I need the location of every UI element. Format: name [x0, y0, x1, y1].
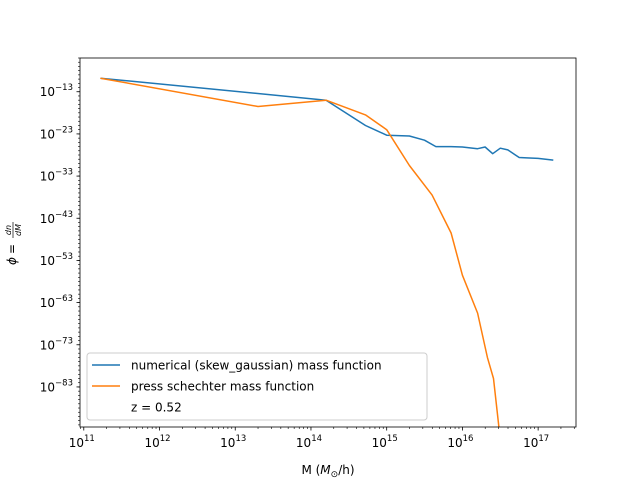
x-tick-label: 1012	[144, 434, 170, 450]
y-axis-ticks: 10−13 10−23 10−33 10−43 10−53 10−63 10−73 10−83	[40, 57, 80, 426]
x-label-sym: M	[320, 463, 331, 477]
legend-label-numerical: numerical (skew_gaussian) mass function	[131, 359, 382, 373]
y-label-num: dn	[4, 225, 13, 235]
x-label-pre: M (	[301, 463, 320, 477]
x-label-sub: ⊙	[331, 470, 339, 480]
y-axis-label: ϕ = dn dM	[4, 222, 23, 265]
x-axis-ticks: 1011 1012 1013 1014 1015 1016 1017	[69, 427, 575, 450]
y-tick-label: 10−73	[40, 336, 73, 352]
plot-frame	[79, 57, 577, 428]
y-tick-label: 10−43	[40, 210, 73, 226]
x-tick-label: 1013	[220, 434, 246, 450]
y-tick-label: 10−33	[40, 168, 73, 184]
y-tick-label: 10−63	[40, 294, 73, 310]
x-tick-label: 1017	[523, 434, 549, 450]
x-tick-label: 1015	[372, 434, 398, 450]
legend-annotation-redshift: z = 0.52	[131, 401, 182, 415]
series-line-press-schechter	[100, 77, 500, 427]
legend: numerical (skew_gaussian) mass function …	[86, 352, 428, 421]
y-label-eq: =	[5, 244, 19, 254]
y-tick-label: 10−23	[40, 125, 73, 141]
y-tick-label: 10−83	[40, 378, 73, 394]
legend-box	[86, 352, 428, 421]
x-label-post: /h)	[338, 463, 354, 477]
y-label-den: dM	[14, 224, 23, 236]
series-layer	[100, 77, 554, 427]
y-label-phi: ϕ	[5, 257, 19, 265]
series-line-numerical	[100, 77, 554, 161]
x-tick-label: 1016	[447, 434, 473, 450]
y-tick-label: 10−53	[40, 252, 73, 268]
x-tick-label: 1011	[69, 434, 95, 450]
x-tick-label: 1014	[296, 434, 322, 450]
y-tick-label: 10−13	[40, 83, 73, 99]
legend-label-press-schechter: press schechter mass function	[131, 380, 314, 394]
x-axis-label: M (M⊙/h)	[301, 463, 354, 480]
